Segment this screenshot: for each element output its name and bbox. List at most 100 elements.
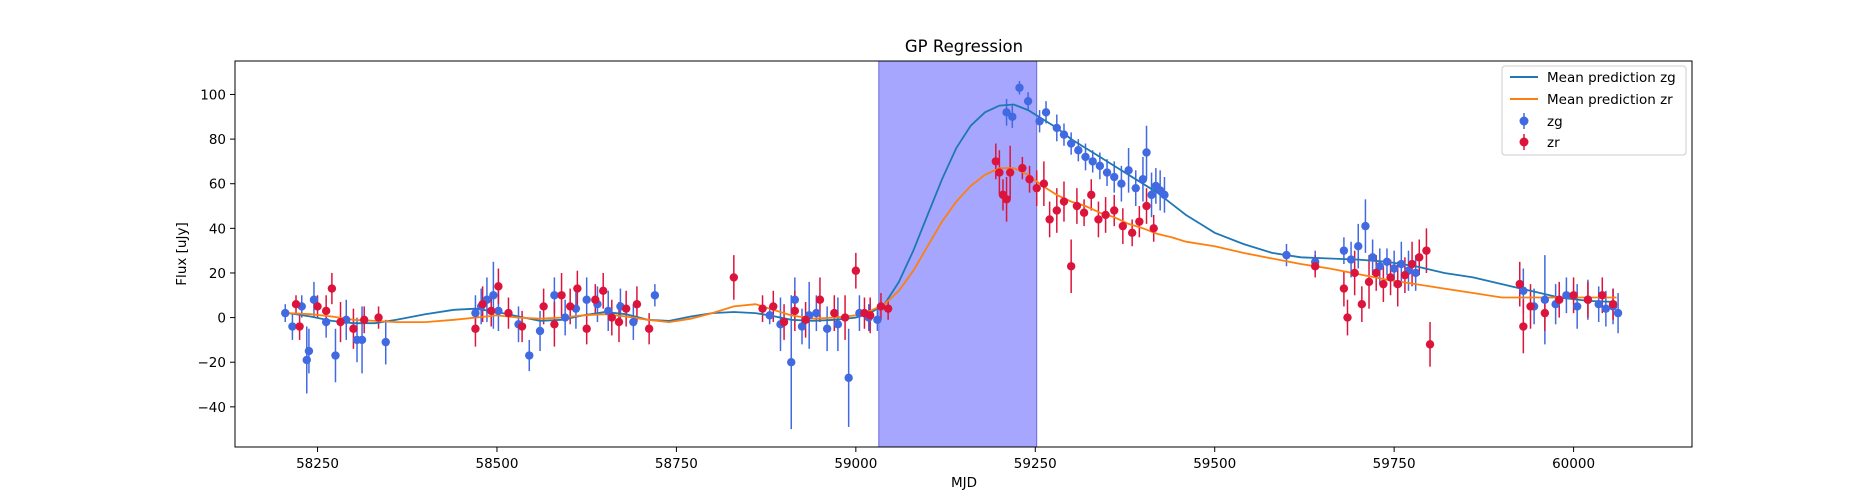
point-zr (1372, 269, 1380, 277)
point-zg (629, 318, 637, 326)
point-zg (1390, 264, 1398, 272)
point-zg (1024, 97, 1032, 105)
y-tick-label: 20 (209, 266, 226, 282)
point-zg (1282, 251, 1290, 259)
point-zg (494, 307, 502, 315)
point-zr (1598, 291, 1606, 299)
point-zg (550, 291, 558, 299)
point-zr (1025, 175, 1033, 183)
point-zg (288, 322, 296, 330)
point-zr (877, 302, 885, 310)
point-zr (1569, 291, 1577, 299)
x-tick-label: 58500 (475, 456, 518, 472)
point-zr (1006, 168, 1014, 176)
point-zg (358, 336, 366, 344)
point-zg (1361, 222, 1369, 230)
point-zr (550, 320, 558, 328)
point-zr (645, 325, 653, 333)
point-zr (1040, 180, 1048, 188)
y-axis-label: Flux [uJy] (174, 222, 190, 285)
legend-label-zg-line: Mean prediction zg (1547, 70, 1676, 86)
point-zg (1074, 146, 1082, 154)
point-zr (1408, 260, 1416, 268)
point-zg (1060, 130, 1068, 138)
point-zr (1365, 278, 1373, 286)
legend-handle-zg-marker (1520, 117, 1529, 126)
point-zr (801, 316, 809, 324)
point-zr (1128, 229, 1136, 237)
point-zr (1426, 340, 1434, 348)
point-zr (1379, 280, 1387, 288)
x-tick-label: 58750 (655, 456, 698, 472)
point-zr (1060, 197, 1068, 205)
x-tick-label: 60000 (1552, 456, 1595, 472)
point-zg (1035, 117, 1043, 125)
point-zr (471, 325, 479, 333)
point-zr (884, 304, 892, 312)
point-zr (1142, 202, 1150, 210)
point-zg (766, 311, 774, 319)
point-zr (1516, 280, 1524, 288)
point-zg (281, 309, 289, 317)
point-zr (487, 307, 495, 315)
y-tick-label: 60 (209, 177, 226, 193)
point-zr (758, 304, 766, 312)
point-zr (539, 302, 547, 310)
point-zr (1311, 262, 1319, 270)
point-zg (582, 296, 590, 304)
point-zg (303, 356, 311, 364)
point-zg (1397, 260, 1405, 268)
x-axis-label: MJD (951, 475, 977, 491)
point-zr (374, 313, 382, 321)
point-zg (873, 316, 881, 324)
point-zr (830, 309, 838, 317)
point-zr (995, 168, 1003, 176)
point-zr (1087, 191, 1095, 199)
x-tick-label: 58250 (296, 456, 339, 472)
point-zr (633, 300, 641, 308)
point-zr (1045, 215, 1053, 223)
point-zr (518, 322, 526, 330)
point-zr (1519, 322, 1527, 330)
point-zr (295, 322, 303, 330)
point-zg (1124, 166, 1132, 174)
y-tick-label: −40 (198, 400, 227, 416)
point-zg (1368, 253, 1376, 261)
x-tick-label: 59000 (834, 456, 877, 472)
point-zg (1008, 113, 1016, 121)
x-tick-label: 59500 (1193, 456, 1236, 472)
point-zr (1555, 296, 1563, 304)
point-zg (1347, 255, 1355, 263)
point-zr (992, 157, 1000, 165)
point-zr (292, 300, 300, 308)
point-zr (615, 318, 623, 326)
point-zr (791, 307, 799, 315)
point-zr (1401, 271, 1409, 279)
y-tick-label: 100 (200, 87, 226, 103)
point-zr (504, 309, 512, 317)
point-zg (1602, 304, 1610, 312)
point-zr (322, 307, 330, 315)
point-zr (1067, 262, 1075, 270)
point-zg (1142, 148, 1150, 156)
point-zr (313, 302, 321, 310)
legend-label-zr-line: Mean prediction zr (1547, 92, 1673, 108)
point-zg (1088, 157, 1096, 165)
point-zg (1096, 162, 1104, 170)
point-zg (1053, 124, 1061, 132)
point-zr (1053, 206, 1061, 214)
point-zg (1042, 108, 1050, 116)
point-zr (328, 284, 336, 292)
point-zr (769, 302, 777, 310)
point-zg (322, 318, 330, 326)
point-zr (1526, 302, 1534, 310)
point-zg (1383, 258, 1391, 266)
legend-label-zg-points: zg (1547, 114, 1563, 130)
x-tick-label: 59750 (1373, 456, 1416, 472)
point-zr (1135, 217, 1143, 225)
point-zr (1394, 280, 1402, 288)
point-zr (591, 296, 599, 304)
point-zg (1147, 191, 1155, 199)
point-zr (1149, 224, 1157, 232)
point-zg (1110, 173, 1118, 181)
